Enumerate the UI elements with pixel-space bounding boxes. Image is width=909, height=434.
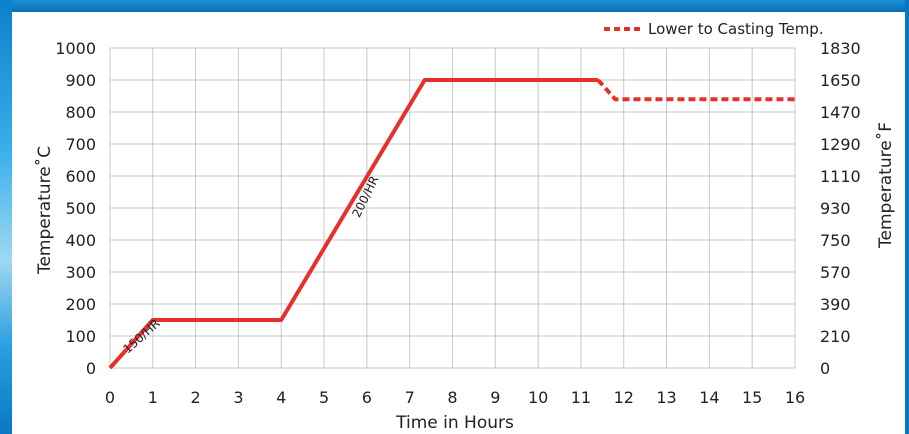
right-frame-bar [905, 0, 909, 434]
y-tick-label-right: 1650 [820, 71, 861, 90]
x-tick-label: 4 [276, 388, 286, 407]
chart-grid [109, 47, 796, 369]
y-tick-label-left: 1000 [55, 39, 96, 58]
y-tick-label-left: 500 [65, 199, 96, 218]
y-tick-label-right: 390 [820, 295, 851, 314]
y-tick-label-right: 1470 [820, 103, 861, 122]
x-tick-label: 5 [319, 388, 329, 407]
y-tick-label-left: 900 [65, 71, 96, 90]
y-tick-label-left: 0 [86, 359, 96, 378]
y-tick-label-right: 1830 [820, 39, 861, 58]
y-tick-label-right: 930 [820, 199, 851, 218]
x-tick-label: 8 [447, 388, 457, 407]
y-tick-label-left: 600 [65, 167, 96, 186]
series-line-dashed [596, 78, 795, 102]
x-tick-label: 2 [191, 388, 201, 407]
chart-series [108, 78, 795, 370]
y-axis-label-left: Temperature˚C [34, 146, 55, 275]
legend-label: Lower to Casting Temp. [648, 20, 824, 38]
x-tick-label: 16 [785, 388, 805, 407]
y-tick-label-left: 400 [65, 231, 96, 250]
x-tick-label: 10 [528, 388, 548, 407]
x-tick-label: 7 [405, 388, 415, 407]
legend: Lower to Casting Temp. [604, 20, 824, 38]
x-tick-label: 12 [614, 388, 634, 407]
x-tick-label: 11 [571, 388, 591, 407]
y-tick-label-right: 1110 [820, 167, 861, 186]
x-tick-label: 6 [362, 388, 372, 407]
top-frame-bar [0, 0, 909, 12]
x-tick-label: 15 [742, 388, 762, 407]
y-tick-label-left: 200 [65, 295, 96, 314]
y-tick-label-left: 100 [65, 327, 96, 346]
x-tick-label: 9 [490, 388, 500, 407]
x-tick-label: 14 [699, 388, 719, 407]
y-tick-label-right: 210 [820, 327, 851, 346]
y-tick-label-left: 700 [65, 135, 96, 154]
y-tick-label-left: 300 [65, 263, 96, 282]
y-tick-label-right: 750 [820, 231, 851, 250]
x-tick-label: 3 [233, 388, 243, 407]
y-tick-label-right: 0 [820, 359, 830, 378]
left-frame-bar [0, 0, 12, 434]
y-tick-label-left: 800 [65, 103, 96, 122]
series-line-solid [108, 78, 599, 370]
y-tick-label-right: 570 [820, 263, 851, 282]
x-axis-label: Time in Hours [395, 413, 514, 433]
y-axis-label-right: Temperature˚F [875, 122, 896, 249]
x-tick-label: 0 [105, 388, 115, 407]
x-tick-label: 13 [656, 388, 676, 407]
y-tick-label-right: 1290 [820, 135, 861, 154]
x-tick-label: 1 [148, 388, 158, 407]
